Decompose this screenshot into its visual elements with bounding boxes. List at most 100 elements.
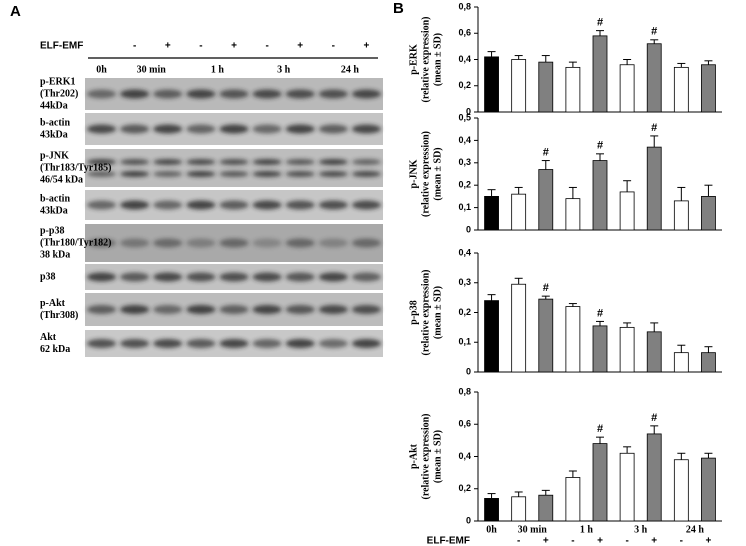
- y-tick-label: 0,5: [458, 112, 471, 122]
- y-axis-label: p-p38: [408, 300, 419, 324]
- blot-band: [86, 272, 117, 282]
- bar: [511, 193, 527, 231]
- blot-band: [153, 200, 183, 210]
- error-bar: [650, 425, 659, 434]
- bar: [511, 496, 527, 522]
- blot-band: [120, 124, 150, 134]
- error-bar: [514, 277, 523, 285]
- blot-band: [318, 124, 348, 134]
- blot-band: [186, 238, 216, 248]
- blot-band: [120, 159, 150, 165]
- blot-band: [351, 124, 382, 134]
- y-tick-label: 0,6: [458, 419, 471, 429]
- time-label: 3 h: [277, 64, 291, 75]
- blot-band: [153, 305, 183, 314]
- bar: [646, 331, 662, 373]
- error-bar: [596, 320, 604, 326]
- blot-band: [86, 124, 117, 134]
- blot-label: b-actin: [40, 193, 70, 204]
- blot-band: [186, 339, 216, 348]
- y-tick-label: 0: [466, 515, 471, 525]
- error-bar: [541, 295, 550, 300]
- blot-band: [285, 89, 315, 99]
- bar: [592, 443, 608, 522]
- time-label: 1 h: [211, 64, 225, 75]
- blot-band: [86, 159, 117, 165]
- blot-band: [219, 124, 249, 134]
- blot-band: [219, 305, 249, 314]
- blot-band: [153, 89, 183, 99]
- time-label: 0h: [96, 64, 107, 75]
- significance-mark: #: [597, 17, 603, 29]
- bar: [565, 477, 581, 522]
- y-tick-label: 0,4: [458, 54, 471, 64]
- treatment-sign: -: [625, 536, 628, 546]
- bar: [646, 433, 662, 522]
- error-bar: [487, 493, 496, 499]
- bar: [619, 452, 635, 522]
- blot-band: [86, 238, 117, 248]
- blot-label: (Thr202): [40, 88, 78, 99]
- error-bar: [541, 55, 550, 63]
- treatment-sign: -: [199, 41, 202, 52]
- error-bar: [514, 186, 523, 195]
- blot-band: [219, 238, 249, 248]
- blot: [85, 149, 383, 187]
- treatment-sign: -: [571, 536, 574, 546]
- blot-label: (Thr183/Tyr185): [40, 162, 111, 173]
- treatment-sign: -: [332, 41, 335, 52]
- significance-mark: #: [543, 146, 549, 158]
- y-axis-label: (mean ± SD): [432, 286, 443, 339]
- blot-band: [318, 339, 348, 348]
- blot-band: [219, 272, 249, 282]
- treatment-sign: +: [651, 536, 657, 546]
- error-bar: [623, 180, 632, 192]
- blot-band: [351, 305, 382, 314]
- error-bar: [487, 294, 496, 301]
- blot-band: [120, 89, 150, 99]
- y-tick-label: 0: [466, 106, 471, 116]
- y-tick-label: 0,2: [458, 483, 471, 493]
- blot-band: [153, 159, 183, 165]
- y-tick-label: 0,3: [458, 277, 471, 287]
- error-bar: [568, 186, 577, 199]
- error-bar: [596, 436, 604, 444]
- error-bar: [650, 135, 659, 148]
- blot-band: [285, 305, 315, 314]
- bar: [592, 35, 608, 113]
- error-bar: [704, 184, 713, 197]
- blot-band: [285, 272, 315, 282]
- treatment-sign: +: [297, 41, 303, 52]
- blot-band: [186, 305, 216, 314]
- blot-band: [252, 200, 282, 210]
- blot-band: [186, 272, 216, 282]
- bar: [646, 146, 662, 231]
- blot-band: [351, 89, 382, 99]
- bar: [565, 306, 581, 373]
- blot-band: [351, 159, 382, 165]
- blot-band: [351, 272, 382, 282]
- blot-band: [153, 238, 183, 248]
- blot-band: [186, 159, 216, 165]
- error-bar: [568, 61, 577, 68]
- y-tick-label: 0,8: [458, 1, 471, 11]
- y-tick-label: 0,2: [458, 307, 471, 317]
- bar: [701, 457, 716, 522]
- bar: [484, 300, 499, 373]
- blot-band: [252, 124, 282, 134]
- treatment-label: ELF-EMF: [427, 536, 470, 546]
- x-category-label: 0h: [486, 524, 497, 535]
- y-tick-label: 0,2: [458, 180, 471, 190]
- blot-label: 43kDa: [40, 129, 68, 140]
- blot-band: [153, 339, 183, 348]
- error-bar: [514, 55, 523, 60]
- blot-band: [186, 89, 216, 99]
- significance-mark: #: [597, 140, 603, 152]
- error-bar: [568, 303, 577, 307]
- error-bar: [704, 346, 713, 353]
- error-bar: [650, 39, 659, 44]
- treatment-sign: +: [231, 41, 237, 52]
- blot-band: [219, 89, 249, 99]
- blot-band: [318, 159, 348, 165]
